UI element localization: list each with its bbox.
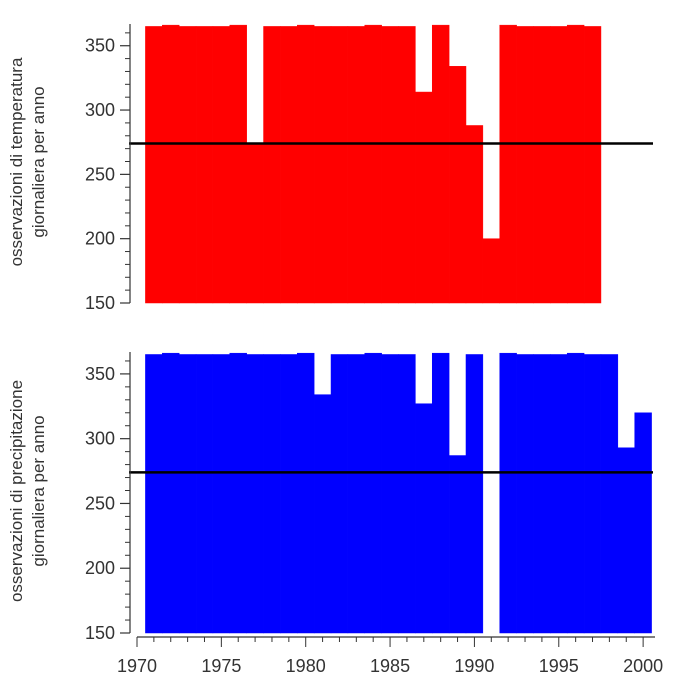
precipitation-bar-1997 <box>583 354 602 634</box>
x-tick-label-1980: 1980 <box>286 656 326 676</box>
precipitation-bar-1979 <box>280 354 298 634</box>
temperature-bar-1987 <box>415 91 433 304</box>
temperature-bar-1971 <box>145 26 163 304</box>
precipitation-bar-1992 <box>499 352 517 634</box>
precipitation-bar-1974 <box>195 354 214 634</box>
precipitation-y-axis-title-line-2: giornaliera per anno <box>29 415 48 566</box>
precipitation-bar-1993 <box>516 354 534 634</box>
x-tick-label-2000: 2000 <box>623 656 663 676</box>
precipitation-bar-1983 <box>347 354 366 634</box>
x-tick-label-1985: 1985 <box>370 656 410 676</box>
temperature-bar-1981 <box>313 26 332 304</box>
precipitation-bar-1971 <box>145 354 163 634</box>
precipitation-y-tick-label-150: 150 <box>85 623 115 643</box>
precipitation-bar-1975 <box>212 354 231 634</box>
precipitation-bar-1972 <box>162 352 180 634</box>
temperature-y-tick-label-250: 250 <box>85 164 115 184</box>
temperature-bar-1976 <box>229 24 247 304</box>
temperature-bar-1988 <box>431 24 450 304</box>
precipitation-bar-1978 <box>263 354 281 634</box>
precipitation-bar-1994 <box>533 354 551 634</box>
precipitation-bar-1989 <box>448 455 467 634</box>
temperature-y-axis-title-line-1: osservazioni di temperatura <box>7 57 26 266</box>
x-tick-label-1990: 1990 <box>454 656 494 676</box>
temperature-bar-1974 <box>195 26 214 304</box>
temperature-bar-1994 <box>533 26 551 304</box>
temperature-bar-1990 <box>465 125 484 304</box>
precipitation-bar-1986 <box>398 354 416 634</box>
temperature-y-axis-title-line-2: giornaliera per anno <box>29 86 48 237</box>
temperature-y-tick-label-150: 150 <box>85 293 115 313</box>
temperature-bar-1993 <box>516 26 534 304</box>
precipitation-bar-1981 <box>313 394 332 634</box>
temperature-panel: 150 200 250 300 350 osservazioni di temperatu… <box>7 24 653 313</box>
temperature-bar-1991 <box>482 238 500 304</box>
temperature-bar-1997 <box>583 26 602 304</box>
temperature-bar-1986 <box>398 26 416 304</box>
temperature-y-tick-label-300: 300 <box>85 100 115 120</box>
precipitation-bar-2000 <box>634 412 652 634</box>
temperature-bar-1985 <box>381 26 399 304</box>
precipitation-bar-1998 <box>600 354 619 634</box>
precipitation-y-tick-label-250: 250 <box>85 493 115 513</box>
precipitation-y-tick-label-350: 350 <box>85 364 115 384</box>
precipitation-panel: 150 200 250 300 350 osservazioni di precipita… <box>7 352 653 643</box>
precipitation-bar-1976 <box>229 352 247 634</box>
precipitation-bar-1995 <box>550 354 568 634</box>
precipitation-bar-1977 <box>246 354 264 634</box>
temperature-bar-1973 <box>178 26 197 304</box>
precipitation-bar-1996 <box>566 352 585 634</box>
precipitation-y-tick-label-200: 200 <box>85 558 115 578</box>
temperature-bar-1983 <box>347 26 366 304</box>
precipitation-bar-1985 <box>381 354 399 634</box>
temperature-bar-1978 <box>263 26 281 304</box>
x-tick-label-1970: 1970 <box>117 656 157 676</box>
precipitation-bar-1980 <box>297 352 315 634</box>
temperature-bar-1989 <box>448 66 467 304</box>
temperature-y-tick-label-350: 350 <box>85 36 115 56</box>
temperature-bar-1979 <box>280 26 298 304</box>
temperature-bar-1975 <box>212 26 231 304</box>
x-tick-label-1995: 1995 <box>539 656 579 676</box>
temperature-y-tick-label-200: 200 <box>85 229 115 249</box>
precipitation-y-tick-label-300: 300 <box>85 429 115 449</box>
precipitation-bar-1984 <box>364 352 382 634</box>
temperature-bar-1996 <box>566 24 585 304</box>
precipitation-bar-1982 <box>330 354 349 634</box>
temperature-bar-1980 <box>297 24 315 304</box>
precipitation-y-axis-title-line-1: osservazioni di precipitazione <box>7 380 26 602</box>
temperature-bar-1982 <box>330 26 349 304</box>
x-tick-label-1975: 1975 <box>201 656 241 676</box>
precipitation-bar-1987 <box>415 403 433 634</box>
precipitation-bar-1990 <box>465 354 484 634</box>
precipitation-bar-1988 <box>431 352 450 634</box>
temperature-bar-1992 <box>499 24 517 304</box>
temperature-bar-1972 <box>162 24 180 304</box>
precipitation-bar-1973 <box>178 354 197 634</box>
precipitation-bar-1999 <box>617 447 635 634</box>
temperature-bar-1977 <box>246 143 264 304</box>
temperature-bar-1984 <box>364 24 382 304</box>
temperature-bar-1995 <box>550 26 568 304</box>
x-axis: 1970 1975 1980 1985 1990 1995 2000 <box>117 636 663 676</box>
